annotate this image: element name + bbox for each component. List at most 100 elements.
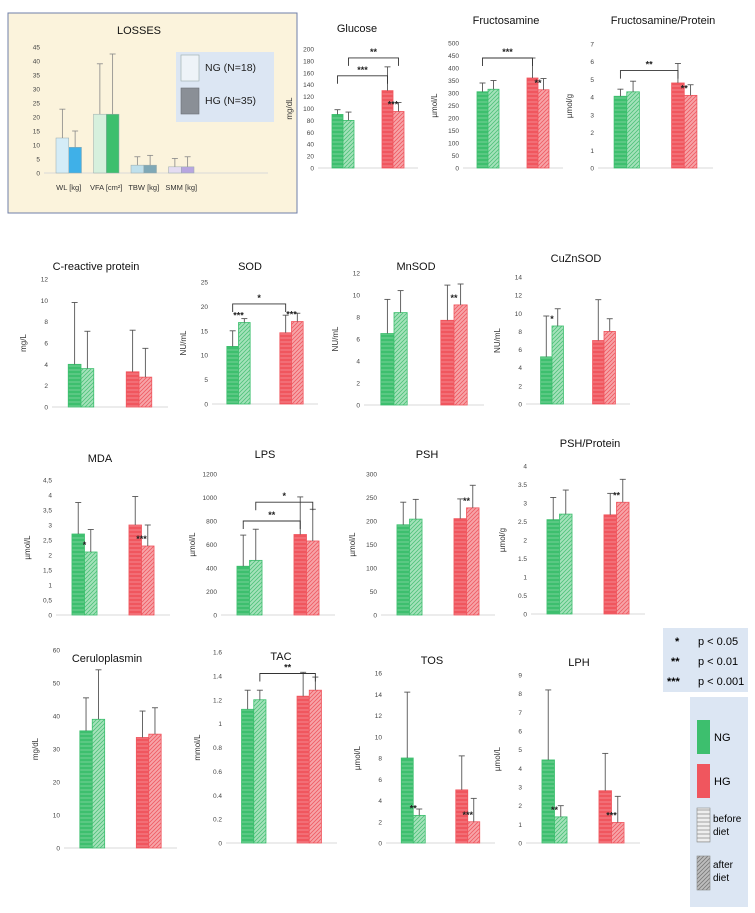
legend-swatch-before — [696, 807, 711, 843]
sig-text-3: p < 0.001 — [698, 676, 744, 688]
tac-ytick-label: 1.4 — [213, 673, 222, 680]
lph-significance-stars: *** — [606, 810, 617, 820]
glucose-bracket-stars: ** — [370, 47, 378, 57]
lph-ytick-label: 1 — [518, 822, 522, 829]
fructosamine_protein-bar-hg-before — [671, 82, 685, 169]
ceruloplasmin-ytick-label: 10 — [53, 813, 61, 820]
sod-ytick-label: 5 — [204, 377, 208, 384]
psh-bar-hg-before — [453, 518, 467, 616]
legend-swatch-ng — [697, 720, 710, 754]
sod-bar-ng-before — [226, 346, 239, 405]
lps-bar-hg-before — [293, 534, 307, 616]
psh-chart: 0 50 100 150 200 250 300 ** PSH µmol/L — [348, 449, 495, 620]
psh_protein-bar-hg-after — [616, 501, 630, 615]
mnsod-bar-hg-after — [453, 304, 468, 406]
fructosamine_protein-comparison-bracket — [619, 70, 679, 79]
psh_protein-chart: 0 0.5 1 1.5 2 2.5 3 3.5 4 ** PSH/Protein µmol/g — [498, 438, 645, 619]
psh_protein-ytick-label: 1 — [523, 575, 527, 582]
lph-ytick-label: 9 — [518, 673, 522, 680]
losses-bar-hg — [181, 166, 195, 174]
tac-ytick-label: 0.8 — [213, 745, 222, 752]
ceruloplasmin-chart: 0 10 20 30 40 50 60 Ceruloplasmin mg/dL — [31, 648, 177, 853]
psh_protein-bar-ng-after — [559, 513, 573, 615]
lph-title: LPH — [568, 657, 589, 669]
glucose-comparison-bracket — [337, 75, 388, 84]
tac-chart: 0 0.2 0.4 0.6 0.8 1 1.2 1.4 1.6 **TAC mmol/L — [193, 650, 337, 848]
psh-title: PSH — [416, 449, 439, 461]
losses-title: LOSSES — [117, 25, 161, 37]
fructosamine-bar-hg-after — [537, 89, 550, 169]
cuznsod-chart: 0 2 4 6 8 10 12 14 * CuZnSOD NU/mL — [493, 253, 630, 409]
losses-ytick-label: 5 — [36, 157, 40, 164]
cuznsod-bar-hg-after — [603, 331, 616, 405]
lps-bracket-stars: ** — [268, 510, 276, 520]
mda-ytick-label: 0,5 — [43, 598, 52, 605]
glucose-ytick-label: 180 — [303, 58, 314, 65]
losses-bar-hg — [68, 146, 82, 174]
tos-significance-stars: *** — [462, 810, 473, 820]
fructosamine-ytick-label: 450 — [448, 53, 459, 60]
sod-title: SOD — [238, 261, 262, 273]
fructosamine_protein-bracket-stars: ** — [646, 60, 654, 70]
losses-bar-hg — [106, 113, 120, 174]
glucose-bar-ng-before — [331, 114, 344, 169]
ceruloplasmin-ylabel: mg/dL — [31, 737, 40, 760]
psh_protein-bar-hg-before — [603, 514, 617, 615]
lph-ytick-label: 4 — [518, 766, 522, 773]
mda-significance-stars: * — [83, 540, 87, 550]
lph-ytick-label: 3 — [518, 785, 522, 792]
glucose-significance-stars: *** — [388, 99, 399, 109]
psh_protein-ytick-label: 2.5 — [518, 519, 527, 526]
lph-bar-ng-before — [541, 759, 555, 844]
glucose-ytick-label: 0 — [310, 166, 314, 173]
ceruloplasmin-ytick-label: 40 — [53, 714, 61, 721]
losses-bar-ng — [168, 166, 182, 174]
mda-ytick-label: 2,5 — [43, 538, 52, 545]
fructosamine-bar-hg-before — [526, 77, 539, 169]
fructosamine-ytick-label: 500 — [448, 41, 459, 48]
sod-bar-hg-before — [279, 332, 292, 405]
lps-title: LPS — [255, 449, 276, 461]
fructosamine_protein-bar-ng-before — [613, 95, 628, 169]
tac-ytick-label: 1 — [218, 721, 222, 728]
fructosamine-ytick-label: 0 — [455, 166, 459, 173]
cuznsod-title: CuZnSOD — [551, 253, 602, 265]
glucose-bar-ng-after — [342, 120, 355, 169]
psh-ytick-label: 100 — [366, 566, 377, 573]
glucose-title: Glucose — [337, 23, 377, 35]
crp-chart: 0 2 4 6 8 10 12 C-reactive protein mg/L — [19, 261, 168, 412]
tac-bar-ng-after — [253, 699, 267, 844]
sig-stars-3: *** — [667, 676, 681, 688]
fructosamine-ytick-label: 300 — [448, 91, 459, 98]
lps-ylabel: µmol/L — [188, 532, 197, 557]
mda-ytick-label: 3 — [48, 523, 52, 530]
legend-label-before: before diet — [713, 814, 744, 838]
mnsod-ytick-label: 6 — [356, 337, 360, 344]
mda-ytick-label: 1 — [48, 583, 52, 590]
lps-ytick-label: 200 — [206, 589, 217, 596]
fructosamine_protein-ytick-label: 7 — [590, 42, 594, 49]
crp-ytick-label: 12 — [41, 277, 49, 284]
lps-ytick-label: 400 — [206, 566, 217, 573]
sod-bar-ng-after — [238, 322, 251, 405]
mda-ytick-label: 1,5 — [43, 568, 52, 575]
sod-ytick-label: 10 — [201, 353, 209, 360]
psh-significance-stars: ** — [463, 496, 471, 506]
psh_protein-ytick-label: 4 — [523, 464, 527, 471]
fructosamine-title: Fructosamine — [473, 15, 540, 27]
fructosamine-bar-ng-before — [476, 91, 489, 169]
fructosamine_protein-ytick-label: 1 — [590, 148, 594, 155]
ceruloplasmin-bar-hg-after — [148, 733, 162, 849]
mda-ytick-label: 4,5 — [43, 478, 52, 485]
fructosamine_protein-significance-stars: ** — [681, 83, 689, 93]
losses-ytick-label: 0 — [36, 171, 40, 178]
psh_protein-ytick-label: 1.5 — [518, 556, 527, 563]
lps-ytick-label: 1200 — [203, 472, 218, 479]
cuznsod-ytick-label: 8 — [518, 329, 522, 336]
psh_protein-ytick-label: 0.5 — [518, 593, 527, 600]
crp-ytick-label: 10 — [41, 298, 49, 305]
